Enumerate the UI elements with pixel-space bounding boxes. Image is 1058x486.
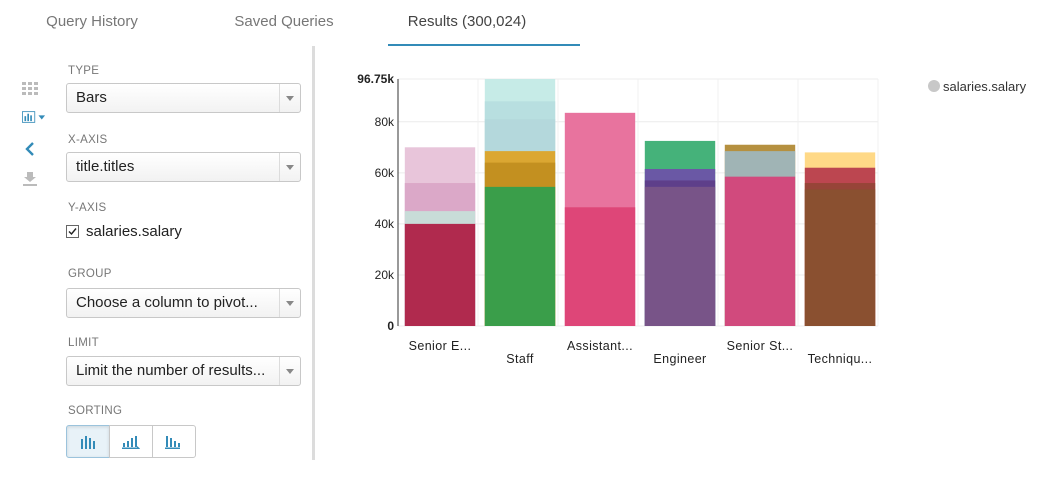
- bar-segment: [484, 186, 556, 326]
- sort-none-icon: [81, 435, 95, 449]
- x-tick-label: Engineer: [653, 352, 706, 366]
- y-tick-label: 60k: [375, 166, 395, 180]
- results-tabs: Query History Saved Queries Results (300…: [0, 0, 600, 46]
- x-tick-label: Assistant...: [567, 339, 633, 353]
- x-tick-label: Techniqu...: [808, 352, 873, 366]
- bar-chart: 0 20k 40k 60k 80k 96.75k Senior E... Staff Assis…: [330, 60, 1050, 460]
- group-select[interactable]: Choose a column to pivot...: [66, 288, 301, 318]
- y-tick-label: 96.75k: [357, 72, 394, 86]
- limit-placeholder: Limit the number of results...: [76, 362, 266, 379]
- group-label: GROUP: [68, 268, 112, 280]
- x-tick-label: Senior E...: [409, 339, 472, 353]
- tab-saved-queries[interactable]: Saved Queries: [234, 13, 334, 30]
- y-tick-label: 80k: [375, 115, 395, 129]
- x-tick-label: Staff: [506, 352, 534, 366]
- bar-segment: [644, 186, 716, 326]
- x-axis-label: X-AXIS: [68, 134, 108, 146]
- y-axis-checkbox-label: salaries.salary: [86, 222, 182, 240]
- bar-segment: [404, 223, 476, 326]
- limit-select[interactable]: Limit the number of results...: [66, 356, 301, 386]
- chart-legend[interactable]: salaries.salary: [928, 77, 1026, 95]
- chevron-left-icon[interactable]: [22, 140, 50, 158]
- group-placeholder: Choose a column to pivot...: [76, 294, 258, 311]
- chevron-down-icon: [279, 84, 300, 112]
- x-axis-select[interactable]: title.titles: [66, 152, 301, 182]
- chevron-down-icon: [279, 357, 300, 385]
- chevron-down-icon: [279, 289, 300, 317]
- y-tick-label: 40k: [375, 217, 395, 231]
- x-tick-label: Senior St...: [727, 339, 794, 353]
- limit-label: LIMIT: [68, 337, 99, 349]
- x-axis-value: title.titles: [76, 158, 135, 175]
- bar-chart-icon[interactable]: [22, 108, 50, 126]
- sort-descending-button[interactable]: [152, 425, 196, 458]
- chart-type-select[interactable]: Bars: [66, 83, 301, 113]
- grid-icon[interactable]: [22, 80, 50, 98]
- y-axis-option: salaries.salary: [66, 222, 182, 240]
- bar-segment: [724, 176, 796, 326]
- sort-none-button[interactable]: [66, 425, 110, 458]
- sort-ascending-icon: [122, 435, 140, 449]
- sorting-label: SORTING: [68, 405, 123, 417]
- tab-results[interactable]: Results (300,024): [407, 13, 527, 30]
- active-tab-indicator: [388, 44, 580, 46]
- download-icon[interactable]: [22, 170, 50, 188]
- legend-label: salaries.salary: [943, 78, 1027, 94]
- bar-chart-svg: 0 20k 40k 60k 80k 96.75k Senior E... Staff Assis…: [357, 72, 879, 366]
- chevron-down-icon: [279, 153, 300, 181]
- tab-query-history[interactable]: Query History: [46, 13, 138, 30]
- y-axis-checkbox[interactable]: [66, 224, 79, 238]
- panel-divider: [312, 46, 315, 460]
- y-tick-label: 20k: [375, 268, 395, 282]
- bar-segment: [804, 189, 876, 326]
- chart-type-value: Bars: [76, 89, 107, 106]
- sorting-buttons: [66, 425, 196, 458]
- legend-swatch: [928, 80, 940, 92]
- y-tick-label: 0: [387, 319, 394, 333]
- bar-segment: [564, 207, 636, 326]
- type-label: TYPE: [68, 65, 100, 77]
- sort-descending-icon: [165, 435, 180, 449]
- sort-ascending-button[interactable]: [109, 425, 153, 458]
- y-axis-label: Y-AXIS: [68, 202, 107, 214]
